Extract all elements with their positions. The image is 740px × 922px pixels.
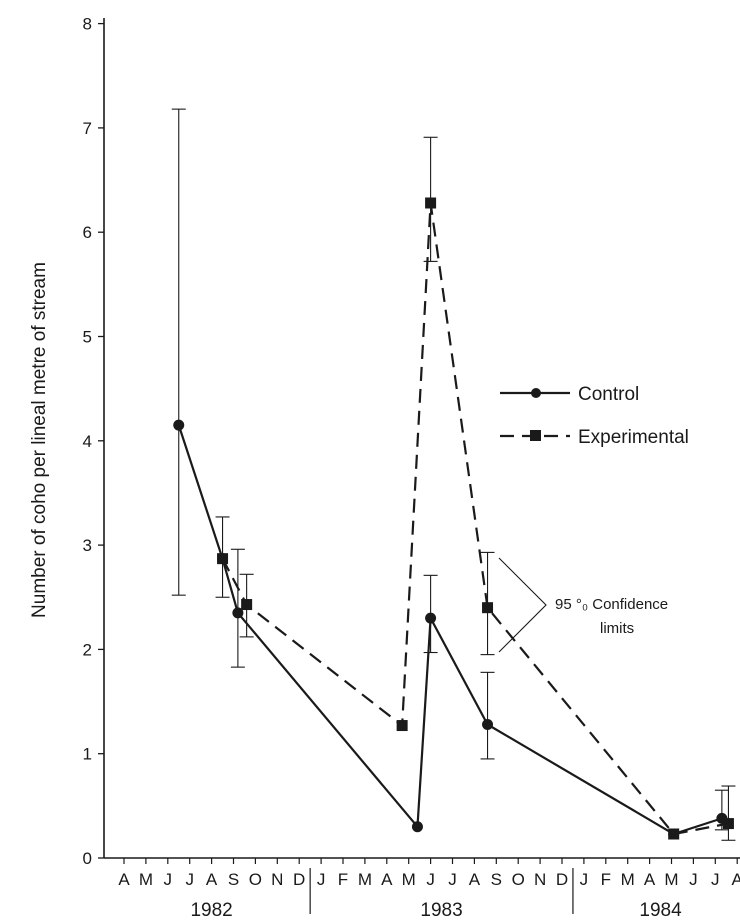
y-tick-label: 5: [83, 328, 92, 347]
x-tick-label: J: [317, 870, 326, 889]
x-tick-label: A: [206, 870, 218, 889]
x-tick-label: A: [469, 870, 481, 889]
experimental-point: [722, 818, 734, 830]
x-tick-label: N: [534, 870, 546, 889]
x-tick-label: A: [732, 870, 740, 889]
x-tick-label: D: [556, 870, 568, 889]
x-tick-label: M: [358, 870, 372, 889]
x-tick-label: F: [601, 870, 611, 889]
x-tick-label: J: [711, 870, 720, 889]
x-tick-label: J: [580, 870, 589, 889]
annotation-text-line1: 95 °₀ Confidence: [555, 596, 668, 613]
experimental-point: [217, 553, 229, 565]
year-label: 1983: [420, 900, 462, 921]
x-tick-label: D: [293, 870, 305, 889]
x-tick-label: O: [249, 870, 262, 889]
x-tick-label: F: [338, 870, 348, 889]
y-tick-label: 8: [83, 15, 92, 34]
y-tick-label: 0: [83, 849, 92, 868]
confidence-annotation: 95 °₀ Confidence limits: [498, 557, 668, 653]
control-point: [425, 612, 437, 624]
year-label: 1982: [190, 900, 232, 921]
x-tick-label: J: [448, 870, 457, 889]
y-tick-label: 1: [83, 745, 92, 764]
year-label: 1984: [639, 900, 682, 921]
x-tick-label: A: [381, 870, 393, 889]
control-point: [411, 821, 423, 833]
legend-control-marker: [531, 388, 541, 398]
experimental-point: [668, 828, 680, 840]
x-tick-label: M: [621, 870, 635, 889]
annotation-bracket: [498, 557, 547, 653]
control-point: [173, 419, 185, 431]
legend-experimental-marker: [530, 430, 541, 441]
control-point: [232, 607, 244, 619]
legend: Control Experimental: [500, 384, 689, 448]
x-tick-label: J: [426, 870, 435, 889]
x-tick-label: J: [164, 870, 173, 889]
x-tick-label: S: [491, 870, 502, 889]
x-tick-label: S: [228, 870, 239, 889]
series-line-control: [177, 424, 723, 836]
experimental-point: [241, 599, 253, 611]
y-tick-label: 3: [83, 536, 92, 555]
x-tick-label: O: [512, 870, 525, 889]
y-tick-label: 4: [83, 432, 92, 451]
annotation-text-line2: limits: [600, 620, 634, 637]
series-line-experimental: [221, 201, 729, 836]
series-markers: [173, 197, 734, 840]
legend-experimental-label: Experimental: [578, 427, 689, 448]
control-point: [482, 718, 494, 730]
series-lines: [177, 201, 729, 836]
x-tick-label: A: [118, 870, 130, 889]
x-tick-label: N: [271, 870, 283, 889]
experimental-point: [425, 197, 437, 209]
x-tick-label: M: [664, 870, 678, 889]
x-tick-label: M: [139, 870, 153, 889]
x-tick-label: A: [644, 870, 656, 889]
error-bars: [171, 108, 736, 841]
y-tick-label: 2: [83, 640, 92, 659]
legend-control-label: Control: [578, 384, 639, 405]
experimental-point: [396, 720, 408, 732]
y-axis-title: Number of coho per lineal metre of strea…: [29, 262, 50, 618]
x-tick-label: J: [185, 870, 194, 889]
x-tick-label: M: [402, 870, 416, 889]
y-tick-label: 6: [83, 223, 92, 242]
experimental-point: [482, 602, 494, 614]
y-tick-label: 7: [83, 119, 92, 138]
x-tick-label: J: [689, 870, 698, 889]
